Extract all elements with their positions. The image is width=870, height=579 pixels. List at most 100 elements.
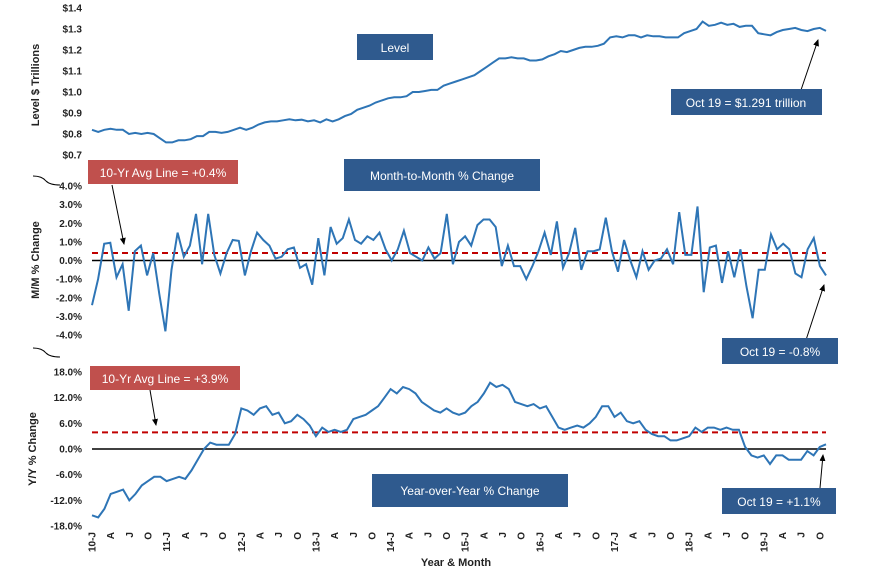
x-tick-label: J [722,532,733,538]
y-tick-label: 6.0% [59,419,82,430]
x-tick-label: O [815,532,826,540]
level-y-ticks: $0.7 $0.8 $0.9 $1.0 $1.1 $1.2 $1.3 $1.4 [63,4,83,162]
level-box [357,34,433,60]
yy-panel: Y/Y % Change -18.0% -12.0% -6.0% 0.0% 6.0% 12… [27,366,836,569]
x-tick-label: 11-J [162,532,173,551]
x-tick-label: O [517,532,528,540]
y-tick-label: $1.1 [63,67,83,78]
x-tick-label: 10-J [88,532,99,552]
mm-avg-label: 10-Yr Avg Line = +0.4% [100,166,227,180]
yy-annotation-label: Oct 19 = +1.1% [737,495,821,509]
x-tick-label: 16-J [535,532,546,552]
x-tick-label: A [778,532,789,539]
y-tick-label: -3.0% [56,312,82,323]
x-tick-label: 19-J [759,532,770,552]
x-tick-label: A [255,532,266,539]
x-tick-label: A [554,532,565,539]
x-tick-label: O [293,532,304,540]
mm-box [344,159,540,191]
x-tick-label: J [423,532,434,538]
y-tick-label: $1.4 [63,4,83,15]
mm-annotation-arrow [805,284,825,341]
yy-series-line [91,381,827,519]
x-tick-label: J [647,532,658,538]
x-tick-label: 12-J [237,532,248,552]
y-tick-label: 12.0% [54,393,82,404]
yy-avg-label: 10-Yr Avg Line = +3.9% [102,372,229,386]
x-tick-label: O [741,532,752,540]
x-tick-label: O [591,532,602,540]
x-tick-label: A [405,532,416,539]
mm-annotation-label: Oct 19 = -0.8% [740,345,821,359]
x-tick-label: 15-J [461,532,472,552]
y-tick-label: 18.0% [54,368,82,379]
level-annotation-label: Oct 19 = $1.291 trillion [686,96,806,110]
x-tick-label: A [629,532,640,539]
level-y-axis-label: Level $ Trillions [30,44,42,127]
y-tick-label: -12.0% [50,496,82,507]
y-tick-label: $1.0 [63,88,83,99]
level-series-line [91,20,827,144]
x-ticks: 10-J A J O 11-J A J O 12-J A J O 13-J A J O 14-J A J O 15-J A… [88,532,827,552]
mm-y-ticks: -4.0% -3.0% -2.0% -1.0% 0.0% 1.0% 2.0% 3.0% 4.0% [56,182,82,342]
y-tick-label: $1.2 [63,46,83,57]
level-box-label: Level [381,41,410,55]
mm-axis-break-top [32,175,61,186]
y-tick-label: 1.0% [59,237,82,248]
yy-box-label: Year-over-Year % Change [400,484,540,498]
yy-box [372,474,568,507]
x-axis-label: Year & Month [421,557,492,569]
yy-avg-arrow [149,389,158,426]
x-tick-label: A [106,532,117,539]
yy-y-axis-label: Y/Y % Change [27,412,39,486]
y-tick-label: 0.0% [59,256,82,267]
yy-annotation-arrow [819,454,826,489]
x-tick-label: J [274,532,285,538]
mm-avg-box [88,160,238,184]
x-tick-label: J [797,532,808,538]
y-tick-label: 3.0% [59,200,82,211]
x-tick-label: O [218,532,229,540]
x-tick-label: J [573,532,584,538]
mm-avg-arrow [111,184,126,245]
y-tick-label: 4.0% [59,182,82,193]
x-tick-label: J [349,532,360,538]
x-tick-label: 14-J [386,532,397,552]
level-panel: Level $ Trillions $0.7 $0.8 $0.9 $1.0 $1.1 $1… [30,4,827,162]
yy-annotation-box [722,488,836,514]
yy-avg-box [90,366,240,390]
y-tick-label: -4.0% [56,331,82,342]
y-tick-label: $1.3 [63,25,83,36]
yy-y-ticks: -18.0% -12.0% -6.0% 0.0% 6.0% 12.0% 18.0% [50,368,82,533]
y-tick-label: $0.9 [63,109,83,120]
level-annotation-box [671,89,822,115]
mm-box-label: Month-to-Month % Change [370,169,514,183]
y-tick-label: -18.0% [50,522,82,533]
y-tick-label: $0.7 [63,151,83,162]
x-tick-label: A [181,532,192,539]
x-tick-label: J [125,532,136,538]
mm-panel: M/M % Change -4.0% -3.0% -2.0% -1.0% 0.0% 1.0… [30,159,838,364]
level-annotation-arrow [800,39,819,91]
x-tick-label: 13-J [311,532,322,552]
y-tick-label: $0.8 [63,130,83,141]
x-tick-label: O [442,532,453,540]
y-tick-label: -6.0% [56,470,82,481]
y-tick-label: -2.0% [56,293,82,304]
x-tick-label: O [367,532,378,540]
x-tick-label: J [498,532,509,538]
mm-annotation-box [722,338,838,364]
x-tick-label: O [666,532,677,540]
x-tick-label: 17-J [610,532,621,552]
mm-y-axis-label: M/M % Change [30,221,42,299]
x-tick-label: J [200,532,211,538]
mm-axis-break-bottom [32,347,61,358]
x-tick-label: 18-J [685,532,696,552]
mm-series-line [91,206,827,332]
y-tick-label: 2.0% [59,219,82,230]
x-tick-label: A [479,532,490,539]
x-tick-label: O [144,532,155,540]
y-tick-label: 0.0% [59,445,82,456]
level-annotations [800,39,819,91]
